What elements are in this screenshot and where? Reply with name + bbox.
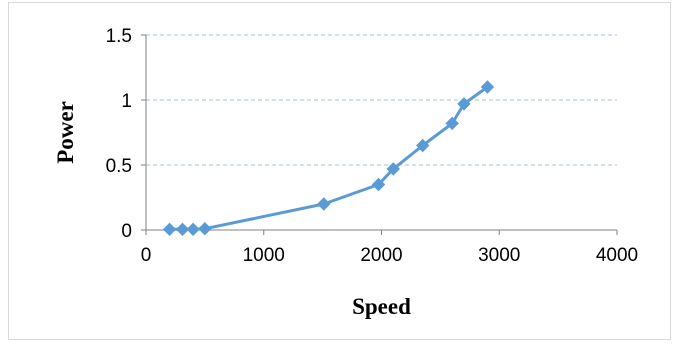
data-point <box>416 138 430 153</box>
series <box>162 80 495 237</box>
x-tick-label: 2000 <box>360 245 402 266</box>
x-tick-labels: 0 1000 2000 3000 4000 <box>141 245 638 266</box>
y-tick-label: 1.5 <box>106 26 132 47</box>
x-tick-label: 0 <box>141 245 152 266</box>
y-tick-labels: 0 0.5 1 1.5 <box>106 26 132 242</box>
x-axis-title: Speed <box>352 294 411 319</box>
axes <box>141 34 618 235</box>
data-point <box>386 162 400 176</box>
data-point <box>175 222 190 237</box>
y-tick-label: 0.5 <box>106 156 132 177</box>
data-point <box>457 97 471 111</box>
gridlines <box>146 34 617 166</box>
data-point <box>371 177 386 192</box>
x-tick-label: 1000 <box>243 245 285 266</box>
data-point <box>317 197 331 211</box>
data-point <box>198 221 212 236</box>
x-tick-label: 4000 <box>596 245 638 266</box>
data-point <box>445 116 459 131</box>
series-line <box>168 85 489 231</box>
y-tick-label: 0 <box>121 221 132 242</box>
data-point <box>186 222 200 237</box>
x-tick-label: 3000 <box>478 245 520 266</box>
data-point <box>480 80 495 94</box>
y-axis-title: Power <box>53 101 78 164</box>
chart-frame <box>8 2 671 340</box>
data-point <box>162 222 177 237</box>
y-tick-label: 1 <box>121 91 132 112</box>
